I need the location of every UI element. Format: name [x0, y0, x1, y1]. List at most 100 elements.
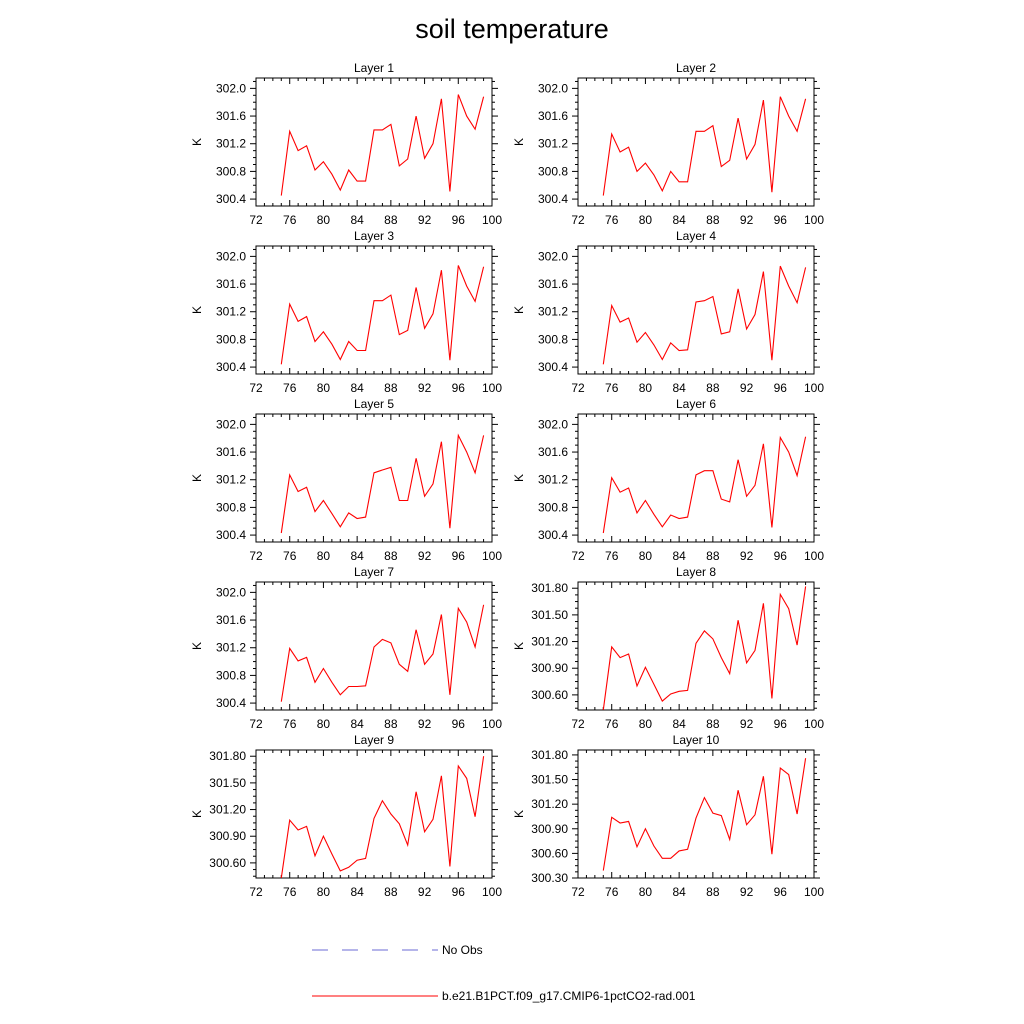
y-tick-label: 300.90 [531, 822, 568, 836]
y-tick-label: 301.80 [531, 748, 568, 762]
y-tick-label: 302.0 [538, 417, 568, 431]
series-line [280, 94, 485, 196]
y-tick-label: 300.60 [531, 688, 568, 702]
plot-frame [255, 245, 493, 375]
x-tick-label: 84 [350, 213, 364, 227]
plot-frame [255, 749, 493, 879]
x-tick-label: 100 [482, 213, 502, 227]
x-tick-label: 80 [639, 885, 653, 899]
x-tick-label: 76 [283, 381, 297, 395]
x-tick-label: 88 [706, 381, 720, 395]
panel-title: Layer 7 [354, 565, 394, 579]
y-tick-label: 300.4 [216, 192, 246, 206]
x-tick-label: 76 [283, 885, 297, 899]
x-tick-label: 100 [804, 381, 824, 395]
x-tick-label: 92 [740, 549, 754, 563]
series-line [602, 435, 807, 534]
y-tick-label: 300.8 [538, 164, 568, 178]
panel-layer-10: Layer 10 K 72 76 80 84 88 92 96 100 300.30 300.60 30… [512, 733, 824, 899]
x-tick-label: 92 [740, 213, 754, 227]
y-axis-label: K [190, 138, 204, 146]
x-tick-label: 100 [804, 885, 824, 899]
x-tick-label: 72 [571, 885, 585, 899]
x-tick-label: 96 [774, 549, 788, 563]
panel-layer-2: Layer 2 K 72 76 80 84 88 92 96 100 300.4 300.8 301.2… [512, 61, 824, 227]
x-tick-label: 96 [452, 549, 466, 563]
y-tick-label: 300.4 [216, 696, 246, 710]
x-tick-label: 80 [639, 549, 653, 563]
x-tick-label: 80 [317, 885, 331, 899]
y-tick-label: 301.6 [216, 277, 246, 291]
figure-title: soil temperature [415, 14, 609, 44]
y-tick-label: 301.2 [538, 473, 568, 487]
y-tick-label: 302.0 [216, 81, 246, 95]
x-tick-label: 80 [317, 213, 331, 227]
y-tick-label: 301.20 [531, 635, 568, 649]
series-line [602, 586, 807, 710]
chart-panels: Layer 1 K 72 76 80 84 88 92 96 100 300.4 300.8 301.2… [190, 61, 824, 899]
y-tick-label: 301.6 [538, 109, 568, 123]
panel-title: Layer 8 [676, 565, 716, 579]
x-tick-label: 84 [672, 213, 686, 227]
x-tick-label: 92 [740, 885, 754, 899]
x-tick-label: 96 [774, 381, 788, 395]
x-tick-label: 92 [740, 381, 754, 395]
y-tick-label: 302.0 [538, 81, 568, 95]
x-tick-label: 80 [317, 717, 331, 731]
x-tick-label: 72 [571, 381, 585, 395]
y-tick-label: 301.6 [216, 109, 246, 123]
panel-layer-9: Layer 9 K 72 76 80 84 88 92 96 100 300.60 300.90 301… [190, 733, 502, 899]
x-tick-label: 96 [452, 213, 466, 227]
x-tick-label: 76 [605, 885, 619, 899]
panel-layer-8: Layer 8 K 72 76 80 84 88 92 96 100 300.60 300.90 301… [512, 565, 824, 731]
x-tick-label: 84 [672, 381, 686, 395]
y-tick-label: 301.80 [531, 581, 568, 595]
x-tick-label: 96 [452, 381, 466, 395]
plot-frame [577, 77, 815, 207]
panel-title: Layer 3 [354, 229, 394, 243]
y-tick-label: 301.2 [538, 305, 568, 319]
y-tick-label: 300.8 [216, 500, 246, 514]
x-tick-label: 88 [384, 885, 398, 899]
y-tick-label: 300.4 [216, 360, 246, 374]
y-tick-label: 301.6 [538, 277, 568, 291]
series-line [280, 433, 485, 534]
x-tick-label: 92 [418, 381, 432, 395]
panel-layer-5: Layer 5 K 72 76 80 84 88 92 96 100 300.4 300.8 301.2… [190, 397, 502, 563]
y-tick-label: 302.0 [216, 249, 246, 263]
x-tick-label: 92 [418, 885, 432, 899]
x-tick-label: 84 [672, 717, 686, 731]
x-tick-label: 92 [418, 213, 432, 227]
x-tick-label: 76 [605, 549, 619, 563]
y-tick-label: 300.30 [531, 871, 568, 885]
y-tick-label: 301.20 [209, 803, 246, 817]
x-tick-label: 76 [283, 549, 297, 563]
plot-frame [255, 77, 493, 207]
x-tick-label: 88 [384, 213, 398, 227]
x-tick-label: 76 [605, 213, 619, 227]
y-tick-label: 300.4 [538, 360, 568, 374]
y-axis-label: K [190, 306, 204, 314]
series-line [280, 756, 485, 878]
x-tick-label: 100 [482, 381, 502, 395]
y-tick-label: 301.50 [209, 776, 246, 790]
x-tick-label: 96 [774, 213, 788, 227]
y-axis-label: K [512, 810, 526, 818]
x-tick-label: 88 [384, 381, 398, 395]
y-tick-label: 301.20 [531, 797, 568, 811]
y-tick-label: 300.8 [216, 332, 246, 346]
x-tick-label: 72 [249, 213, 263, 227]
y-tick-label: 301.2 [538, 137, 568, 151]
x-tick-label: 84 [672, 885, 686, 899]
y-tick-label: 300.4 [538, 528, 568, 542]
x-tick-label: 72 [571, 549, 585, 563]
y-tick-label: 301.2 [216, 305, 246, 319]
y-tick-label: 301.80 [209, 749, 246, 763]
y-tick-label: 300.4 [538, 192, 568, 206]
x-tick-label: 88 [706, 549, 720, 563]
x-tick-label: 96 [452, 885, 466, 899]
y-tick-label: 301.6 [216, 445, 246, 459]
y-tick-label: 301.6 [538, 445, 568, 459]
panel-title: Layer 4 [676, 229, 716, 243]
